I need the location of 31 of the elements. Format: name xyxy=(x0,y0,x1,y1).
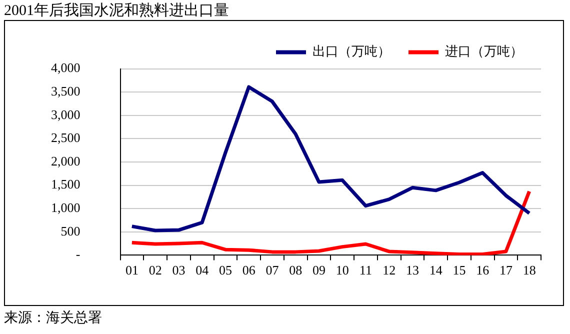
x-tick-label: 02 xyxy=(148,262,162,278)
x-tick-label: 09 xyxy=(312,262,326,278)
x-tick-label: 15 xyxy=(452,262,466,278)
y-tick-label: 3,000 xyxy=(51,106,80,122)
x-tick-label: 16 xyxy=(476,262,490,278)
y-tick-label: 4,000 xyxy=(51,60,80,76)
x-tick-label: 13 xyxy=(406,262,419,278)
y-tick-label: 1,500 xyxy=(51,176,80,192)
x-tick-label: 11 xyxy=(359,262,372,278)
x-tick-label: 18 xyxy=(522,262,536,278)
y-tick-label: 500 xyxy=(60,223,80,238)
y-tick-label: 1,000 xyxy=(51,200,80,216)
x-tick-label: 03 xyxy=(172,262,186,278)
x-tick-label: 07 xyxy=(266,262,280,278)
x-tick-label: 10 xyxy=(336,262,349,278)
x-tick-label: 17 xyxy=(499,262,513,278)
chart-title: 2001年后我国水泥和熟料进出口量 xyxy=(4,2,229,20)
legend-label: 出口（万吨） xyxy=(312,44,390,59)
x-tick-label: 05 xyxy=(218,262,232,278)
legend-label: 进口（万吨） xyxy=(445,44,523,59)
y-tick-label: - xyxy=(76,246,80,262)
y-tick-label: 2,500 xyxy=(51,130,80,146)
x-tick-label: 04 xyxy=(196,262,210,278)
x-tick-label: 14 xyxy=(429,262,443,278)
y-tick-label: 2,000 xyxy=(51,153,80,168)
source-note: 来源：海关总署 xyxy=(4,309,102,327)
x-tick-label: 12 xyxy=(382,262,396,278)
x-tick-label: 06 xyxy=(242,262,256,278)
y-tick-label: 3,500 xyxy=(51,84,80,99)
x-tick-label: 08 xyxy=(289,262,302,278)
x-tick-label: 01 xyxy=(125,262,138,278)
